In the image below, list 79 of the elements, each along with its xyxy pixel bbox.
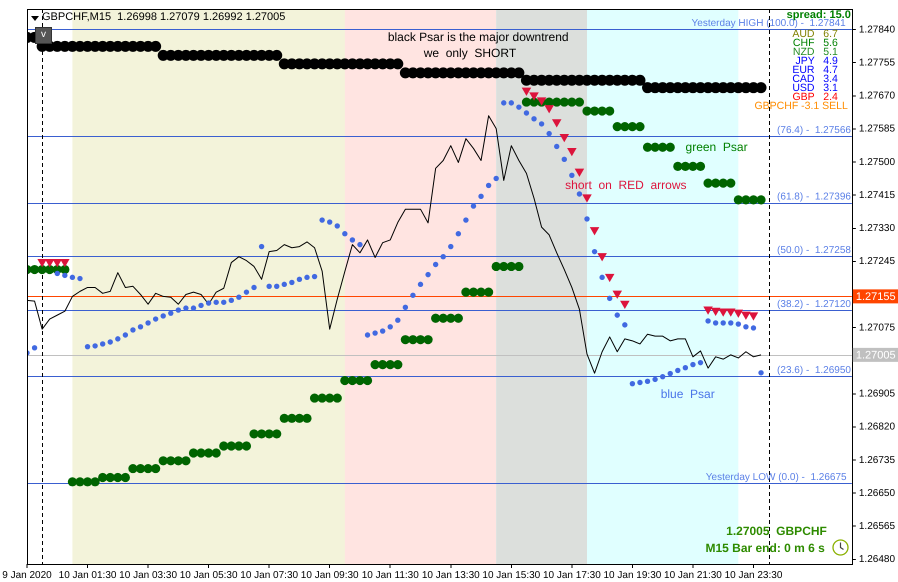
annotation: black Psar is the major downtrend — [388, 30, 569, 44]
point — [522, 88, 532, 96]
x-tick-label: 10 Jan 17:30 — [542, 570, 602, 581]
y-tick-label: 1.26735 — [858, 454, 896, 466]
y-tick-label: 1.27330 — [858, 223, 896, 234]
annotation: we only SHORT — [424, 46, 516, 60]
y-tick-label: 1.26650 — [858, 488, 896, 499]
annotation: USD 3.1 — [792, 82, 838, 94]
annotation: (38.2) - 1.27120 — [777, 298, 852, 310]
point — [590, 227, 600, 236]
x-tick-label: 9 Jan 2020 — [2, 570, 52, 581]
x-tick-label: 10 Jan 01:30 — [58, 570, 117, 581]
point — [552, 119, 562, 128]
annotation: NZD 5.1 — [792, 46, 838, 58]
x-tick-label: 10 Jan 13:30 — [422, 570, 480, 581]
point — [597, 253, 607, 262]
point — [44, 259, 54, 268]
point — [734, 310, 744, 318]
annotation: (61.8) - 1.27396 — [777, 191, 852, 202]
point — [612, 290, 622, 299]
annotation: CHF 5.6 — [792, 37, 838, 49]
annotation: Yesterday HIGH (100.0) - 1.27841 — [692, 18, 846, 30]
annotation: (76.4) - 1.27566 — [777, 125, 852, 136]
annotation: GBPCHF -3.1 SELL — [754, 100, 848, 112]
annotation: (23.6) - 1.26950 — [777, 365, 852, 376]
point — [52, 259, 62, 268]
point — [544, 105, 554, 114]
point — [582, 194, 592, 203]
point — [748, 312, 758, 321]
y-tick-label: 1.27415 — [858, 190, 896, 201]
point — [60, 259, 70, 268]
y-tick-label: 1.26820 — [858, 422, 896, 433]
point — [620, 300, 630, 309]
y-tick-label: 1.27585 — [858, 124, 896, 135]
annotation: GBP 2.4 — [792, 91, 838, 103]
annotation: (50.0) - 1.27258 — [777, 245, 852, 256]
y-tick-label: 1.27755 — [858, 57, 896, 68]
point — [741, 312, 751, 320]
annotation: AUD 6.7 — [792, 28, 838, 40]
point — [710, 308, 720, 316]
ref-line-label: 1.27005 — [856, 349, 896, 362]
annotation: Yesterday LOW (0.0) - 1.26675 — [706, 472, 848, 484]
point — [718, 308, 728, 317]
x-tick-label: 10 Jan 15:30 — [482, 570, 541, 581]
point — [567, 148, 577, 156]
x-tick-label: 10 Jan 07:30 — [240, 570, 299, 581]
point — [604, 274, 614, 282]
annotation: EUR 4.7 — [792, 64, 838, 76]
y-tick-label: 1.27840 — [858, 24, 896, 36]
y-tick-label: 1.27075 — [858, 322, 896, 334]
y-tick-label: 1.27245 — [858, 256, 896, 268]
annotation: green Psar — [686, 140, 748, 154]
point — [560, 134, 570, 142]
x-tick-label: 10 Jan 19:30 — [603, 570, 662, 581]
x-tick-label: 10 Jan 05:30 — [180, 570, 238, 581]
point — [726, 308, 736, 317]
y-tick-label: 1.27670 — [858, 90, 896, 102]
y-tick-label: 1.27500 — [858, 156, 896, 168]
point — [529, 92, 539, 101]
annotation: short on RED arrows — [565, 178, 687, 192]
x-tick-label: 10 Jan 09:30 — [300, 570, 360, 581]
chart-title: GBPCHF,M15 1.26998 1.27079 1.26992 1.27005 — [42, 11, 286, 23]
ref-line-label: 1.27155 — [856, 290, 896, 303]
point — [574, 168, 584, 177]
annotation: 1.27005 GBPCHF — [726, 524, 827, 538]
annotation: blue Psar — [660, 386, 715, 401]
x-tick-label: 10 Jan 11:30 — [362, 570, 420, 581]
y-tick-label: 1.26905 — [858, 388, 896, 400]
x-tick-label: 10 Jan 21:30 — [664, 570, 722, 581]
toggle-button: v — [35, 27, 52, 44]
x-tick-label: 10 Jan 03:30 — [119, 570, 178, 581]
annotation: CAD 3.4 — [792, 73, 838, 85]
y-tick-label: 1.26565 — [858, 520, 896, 532]
point — [703, 306, 713, 315]
point — [37, 259, 47, 268]
annotation: JPY 4.9 — [795, 55, 838, 67]
y-tick-label: 1.26480 — [858, 554, 896, 566]
x-tick-label: 10 Jan 23:30 — [724, 570, 783, 581]
annotation: M15 Bar end: 0 m 6 s — [705, 541, 825, 555]
